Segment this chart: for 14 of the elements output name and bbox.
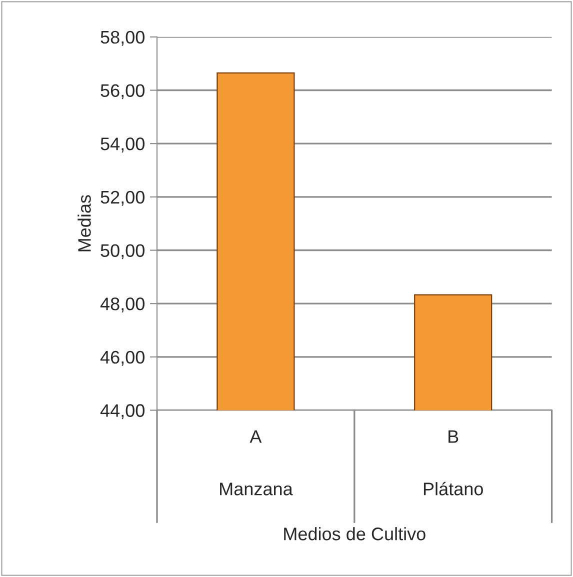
y-axis-title: Medias	[78, 195, 91, 252]
y-tick-label: 58,00	[100, 30, 144, 46]
y-tick-label: 46,00	[100, 350, 144, 366]
x-tick-label: B	[448, 430, 458, 443]
x-tick-label: A	[250, 430, 262, 443]
y-tick-label: 50,00	[100, 244, 144, 260]
y-tick-label: 52,00	[100, 190, 144, 206]
text: Plátano	[424, 482, 483, 496]
y-tick-label: 44,00	[100, 404, 144, 420]
y-tick-label: 48,00	[100, 298, 144, 312]
text: Manzana	[220, 482, 293, 496]
y-tick-label: 56,00	[100, 84, 144, 100]
y-tick-label: 54,00	[100, 138, 144, 152]
x-axis-title: Medios de Cultivo	[284, 527, 426, 540]
